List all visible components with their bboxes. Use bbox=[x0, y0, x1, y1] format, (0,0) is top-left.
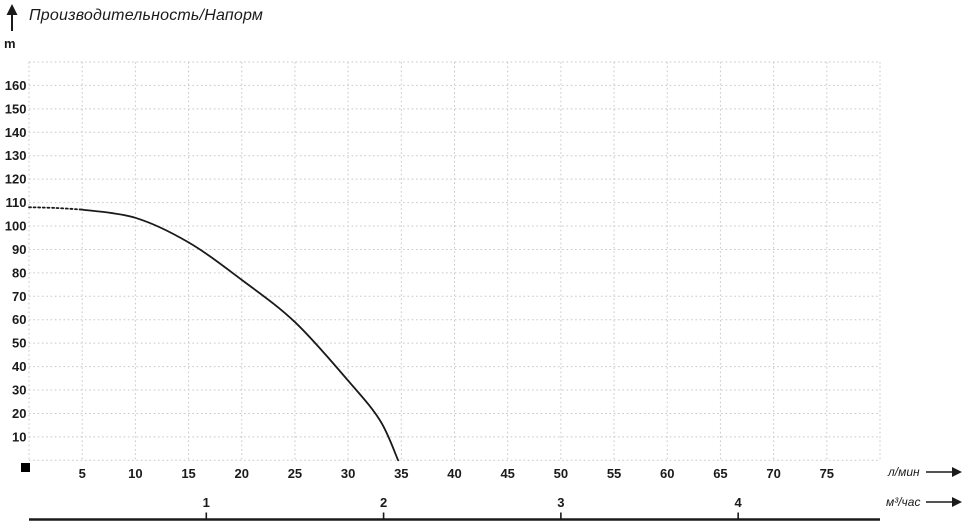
head-curve bbox=[81, 208, 400, 462]
chart-title: Производительность/Напорм bbox=[29, 7, 264, 24]
x2-tick-label: 2 bbox=[380, 495, 387, 510]
x2-tick-label: 1 bbox=[203, 495, 210, 510]
x2-tick-label: 3 bbox=[557, 495, 564, 510]
x2-axis-arrow-icon bbox=[926, 497, 962, 507]
x-tick-label: 65 bbox=[713, 466, 727, 481]
y-tick-label: 30 bbox=[12, 383, 26, 398]
head-curve-dotted-segment bbox=[28, 206, 84, 211]
x-tick-label: 30 bbox=[341, 466, 355, 481]
y-axis-unit-label: m bbox=[4, 36, 16, 51]
y-tick-label: 130 bbox=[5, 148, 27, 163]
y-tick-label: 70 bbox=[12, 289, 26, 304]
x-tick-label: 35 bbox=[394, 466, 408, 481]
y-tick-label: 50 bbox=[12, 336, 26, 351]
y-tick-label: 10 bbox=[12, 429, 26, 444]
y-tick-label: 160 bbox=[5, 78, 27, 93]
x-tick-label: 50 bbox=[554, 466, 568, 481]
y-tick-label: 110 bbox=[6, 195, 27, 210]
x-tick-label: 55 bbox=[607, 466, 621, 481]
y-tick-label: 100 bbox=[5, 219, 27, 234]
y-tick-label: 80 bbox=[12, 265, 26, 280]
x-tick-label: 15 bbox=[181, 466, 195, 481]
origin-marker bbox=[21, 463, 30, 472]
y-tick-label: 120 bbox=[5, 172, 27, 187]
y-axis-arrow-icon bbox=[6, 4, 18, 31]
y-tick-label: 150 bbox=[5, 101, 27, 116]
x-tick-label: 45 bbox=[500, 466, 514, 481]
x-tick-label: 20 bbox=[235, 466, 249, 481]
y-tick-labels: 10 20 30 40 50 60 70 80 90 100 110 120 130 140 150 160 bbox=[5, 78, 27, 444]
y-tick-label: 40 bbox=[12, 359, 26, 374]
y-tick-label: 140 bbox=[5, 125, 27, 140]
x2-axis-unit-label: м³/час bbox=[886, 495, 921, 509]
x2-tick-label: 4 bbox=[735, 495, 743, 510]
y-tick-label: 90 bbox=[12, 242, 26, 257]
gridlines bbox=[28, 61, 881, 461]
x-tick-label: 70 bbox=[766, 466, 780, 481]
x-axis-unit-label: л/мин bbox=[888, 465, 920, 479]
y-tick-label: 20 bbox=[12, 406, 26, 421]
x-tick-labels: 5 10 15 20 25 30 35 40 45 50 55 60 65 70 75 bbox=[79, 466, 834, 481]
y-tick-label: 60 bbox=[12, 312, 26, 327]
x-tick-label: 75 bbox=[820, 466, 834, 481]
x-tick-label: 5 bbox=[79, 466, 86, 481]
x-tick-label: 10 bbox=[128, 466, 142, 481]
x-tick-label: 40 bbox=[447, 466, 461, 481]
x-tick-label: 60 bbox=[660, 466, 674, 481]
x-axis-arrow-icon bbox=[926, 467, 962, 477]
x-tick-label: 25 bbox=[288, 466, 302, 481]
secondary-axis: 1 2 3 4 bbox=[29, 495, 880, 521]
